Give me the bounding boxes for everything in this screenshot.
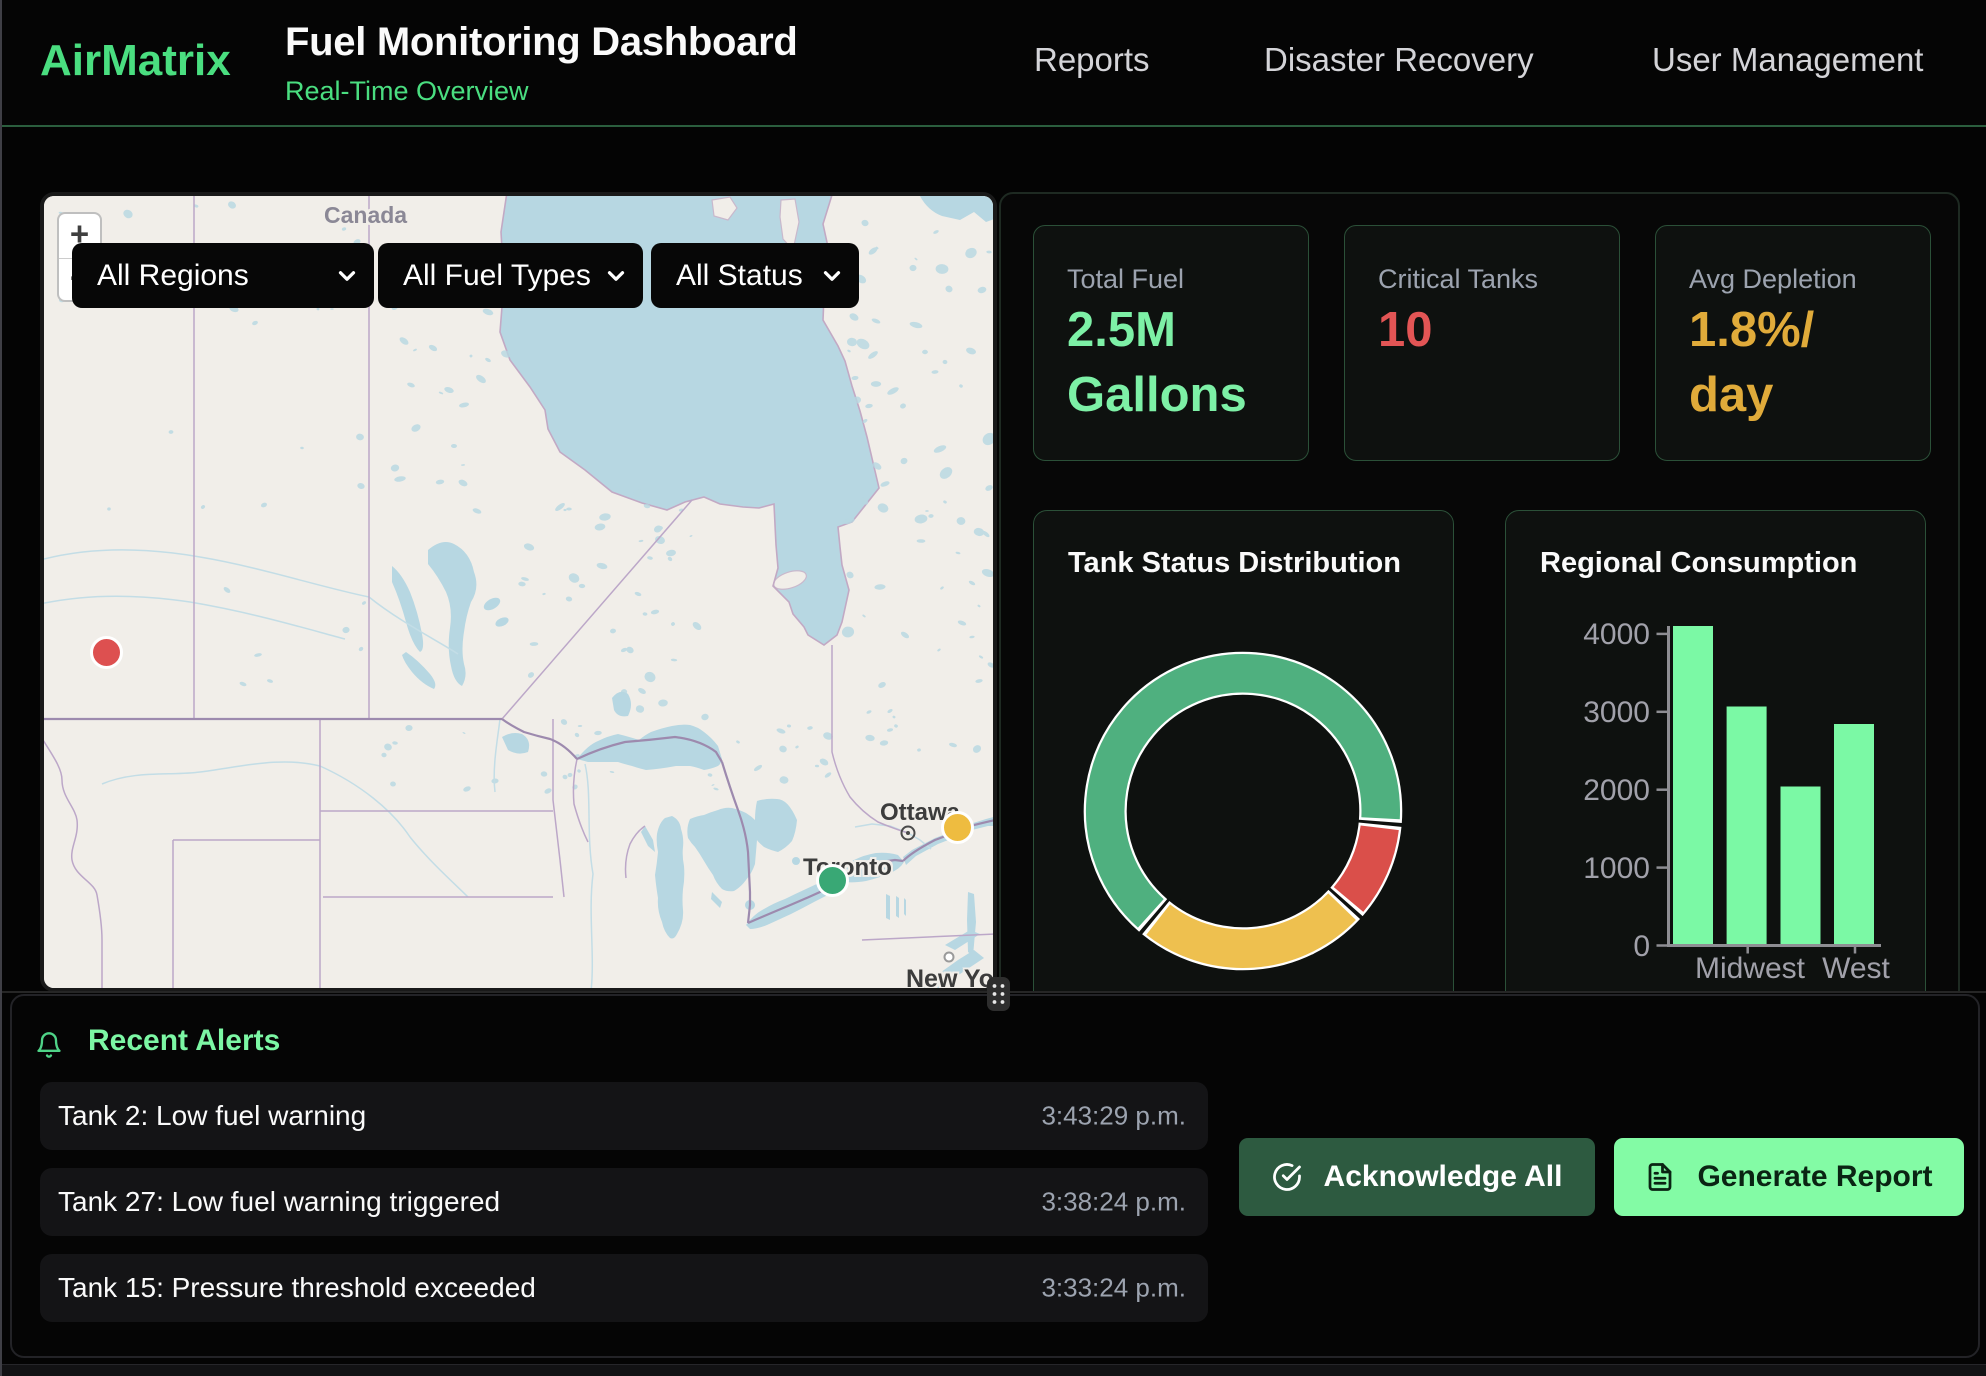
svg-text:Midwest: Midwest xyxy=(1695,952,1806,985)
svg-text:4000: 4000 xyxy=(1583,618,1650,651)
svg-text:3000: 3000 xyxy=(1583,696,1650,729)
svg-text:West: West xyxy=(1822,952,1890,985)
svg-text:1000: 1000 xyxy=(1583,852,1650,885)
svg-text:0: 0 xyxy=(1633,930,1650,963)
svg-text:2000: 2000 xyxy=(1583,774,1650,807)
